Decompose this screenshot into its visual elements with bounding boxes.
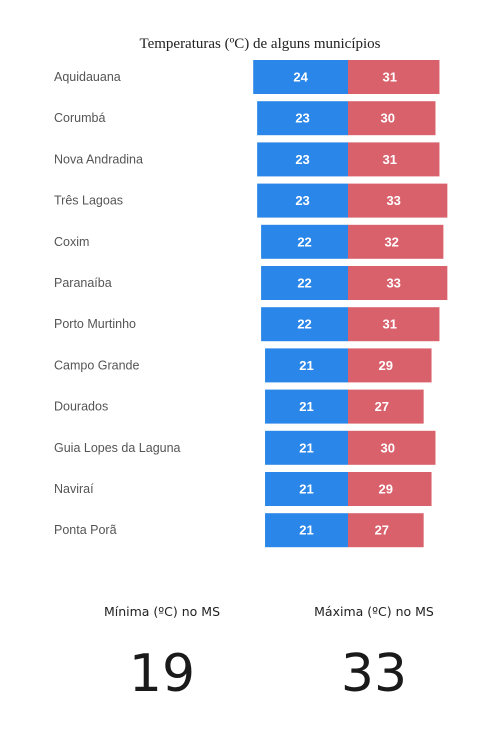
min-temp-bar <box>265 430 348 465</box>
min-temp-data-label: 23 <box>295 193 309 208</box>
min-temp-bar <box>257 142 348 177</box>
category-label: Nova Andradina <box>54 152 143 166</box>
max-temp-data-label: 31 <box>382 317 396 332</box>
temperature-bar-chart: Aquidauana 24 31 Corumbá 23 30 Nova Andradina 2… <box>54 60 448 548</box>
min-temp-bar <box>261 266 348 300</box>
max-temp-value: 33 <box>340 644 408 704</box>
category-label: Corumbá <box>54 111 105 125</box>
max-temp-data-label: 31 <box>382 70 396 85</box>
min-temp-data-label: 21 <box>299 358 313 373</box>
min-temp-data-label: 22 <box>297 234 311 249</box>
min-temp-bar <box>257 183 348 218</box>
category-label: Campo Grande <box>54 358 140 372</box>
max-temp-data-label: 33 <box>386 193 400 208</box>
min-temp-bar <box>265 348 348 383</box>
min-temp-bar <box>265 472 348 506</box>
max-temp-bar <box>348 183 448 218</box>
max-temp-data-label: 29 <box>379 482 393 497</box>
max-temp-data-label: 30 <box>381 440 395 455</box>
min-temp-data-label: 22 <box>297 317 311 332</box>
min-temp-bar <box>257 101 348 136</box>
min-temp-data-label: 22 <box>297 276 311 291</box>
category-label: Naviraí <box>54 482 94 496</box>
category-label: Três Lagoas <box>54 194 123 208</box>
max-temp-bar <box>348 101 436 136</box>
max-temp-data-label: 33 <box>386 276 400 291</box>
max-temp-data-label: 31 <box>382 152 396 167</box>
max-temp-bar <box>348 430 436 465</box>
min-temp-bar <box>265 389 348 424</box>
max-temp-data-label: 30 <box>381 111 395 126</box>
max-temp-bar <box>348 472 432 506</box>
min-temp-data-label: 23 <box>295 111 309 126</box>
min-temp-bar <box>261 307 348 342</box>
max-temp-data-label: 27 <box>375 399 389 414</box>
min-temp-data-label: 24 <box>293 70 308 85</box>
max-temp-label: Máxima (ºC) no MS <box>314 604 434 619</box>
category-label: Porto Murtinho <box>54 317 136 331</box>
max-temp-bar <box>348 513 424 548</box>
category-label: Ponta Porã <box>54 523 117 537</box>
chart-title: Temperaturas (ºC) de alguns municípios <box>139 36 381 52</box>
min-temp-bar <box>261 224 348 259</box>
max-temp-bar <box>348 224 444 259</box>
max-temp-data-label: 27 <box>375 523 389 538</box>
category-label: Aquidauana <box>54 70 121 84</box>
min-temp-value: 19 <box>128 644 196 704</box>
max-temp-bar <box>348 348 432 383</box>
max-temp-data-label: 29 <box>379 358 393 373</box>
category-label: Dourados <box>54 400 108 414</box>
max-temp-bar <box>348 389 424 424</box>
max-temp-bar <box>348 307 440 342</box>
category-label: Guia Lopes da Laguna <box>54 441 181 455</box>
min-temp-data-label: 21 <box>299 399 313 414</box>
min-temp-bar <box>253 60 348 94</box>
max-temp-data-label: 32 <box>384 234 398 249</box>
min-temp-bar <box>265 513 348 548</box>
min-temp-data-label: 21 <box>299 482 313 497</box>
category-label: Coxim <box>54 235 89 249</box>
min-temp-data-label: 21 <box>299 523 313 538</box>
min-temp-label: Mínima (ºC) no MS <box>103 604 221 619</box>
category-label: Paranaíba <box>54 276 112 290</box>
min-temp-data-label: 21 <box>299 440 313 455</box>
max-temp-bar <box>348 266 448 300</box>
max-temp-bar <box>348 142 440 177</box>
max-temp-bar <box>348 60 440 94</box>
min-temp-data-label: 23 <box>295 152 309 167</box>
